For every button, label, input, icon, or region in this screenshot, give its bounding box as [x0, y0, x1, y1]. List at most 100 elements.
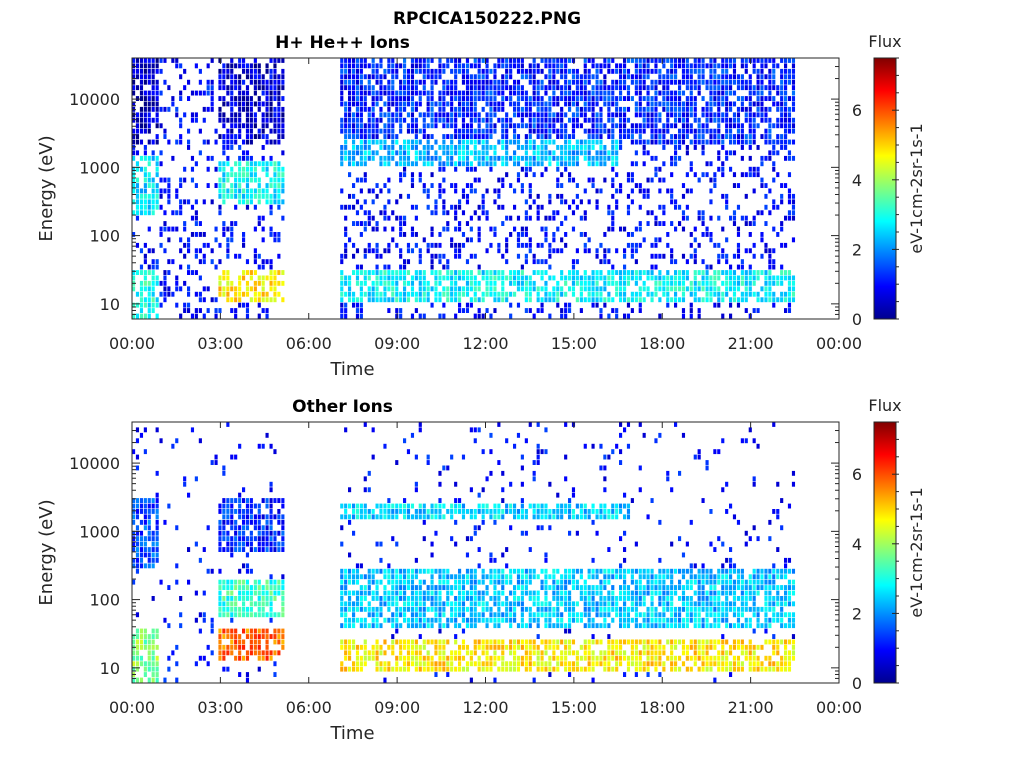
flux-cell [187, 270, 191, 275]
flux-cell [226, 634, 230, 639]
flux-cell [132, 449, 136, 455]
flux-cell [426, 155, 430, 161]
flux-cell [575, 90, 579, 96]
flux-cell [532, 145, 536, 150]
flux-cell [681, 286, 686, 292]
flux-cell [230, 612, 234, 618]
flux-cell [265, 601, 269, 607]
flux-cell [709, 63, 713, 69]
flux-cell [257, 63, 261, 69]
flux-cell [591, 183, 595, 188]
flux-cell [709, 85, 713, 91]
flux-cell [355, 85, 360, 91]
flux-cell [689, 161, 693, 167]
flux-cell [575, 79, 579, 85]
flux-cell [670, 248, 674, 254]
flux-cell [359, 232, 363, 237]
flux-cell [414, 585, 418, 590]
flux-cell [367, 123, 371, 129]
flux-cell [607, 275, 611, 281]
flux-cell [281, 106, 285, 112]
flux-cell [426, 90, 430, 96]
flux-cell [395, 63, 399, 69]
flux-cell [234, 313, 238, 319]
flux-cell [410, 204, 415, 210]
flux-cell [222, 139, 226, 145]
flux-cell [238, 291, 242, 297]
flux-cell [238, 612, 242, 618]
flux-cell [458, 286, 462, 292]
flux-cell [155, 666, 159, 672]
flux-cell [626, 106, 631, 112]
flux-cell [591, 123, 595, 129]
flux-cell [485, 58, 489, 63]
flux-cell [363, 101, 367, 107]
flux-cell [697, 85, 701, 91]
flux-cell [560, 172, 564, 178]
flux-cell [725, 204, 729, 210]
flux-cell [257, 536, 261, 542]
flux-cell [277, 639, 281, 645]
flux-cell [238, 253, 242, 259]
flux-cell [446, 101, 450, 107]
flux-cell [387, 96, 391, 101]
flux-cell [524, 74, 528, 80]
flux-cell [564, 280, 568, 286]
flux-cell [147, 308, 151, 313]
flux-cell [634, 58, 638, 63]
flux-cell [348, 68, 352, 74]
flux-cell [784, 242, 788, 248]
flux-cell [481, 96, 485, 101]
flux-cell [509, 291, 513, 297]
flux-cell [536, 150, 540, 156]
flux-cell [363, 476, 367, 482]
flux-cell [383, 123, 387, 129]
flux-cell [183, 302, 187, 308]
flux-cell [768, 280, 772, 286]
flux-cell [791, 128, 796, 134]
flux-cell [261, 155, 265, 161]
flux-cell [245, 204, 250, 210]
flux-cell [395, 112, 399, 118]
flux-cell [383, 568, 387, 574]
flux-cell [143, 150, 147, 156]
flux-cell [139, 193, 144, 199]
flux-cell [414, 85, 418, 91]
flux-cell [701, 275, 705, 281]
flux-cell [513, 275, 517, 281]
flux-cell [678, 221, 682, 226]
flux-cell [791, 101, 796, 107]
flux-cell [403, 161, 407, 167]
flux-cell [461, 79, 466, 85]
flux-cell [410, 112, 415, 118]
flux-cell [265, 106, 269, 112]
flux-cell [143, 661, 147, 667]
flux-cell [214, 454, 218, 460]
flux-cell [454, 226, 458, 232]
flux-cell [477, 313, 481, 319]
flux-cell [175, 525, 179, 531]
flux-cell [509, 302, 513, 308]
flux-cell [167, 139, 171, 145]
flux-cell [245, 519, 250, 525]
flux-cell [595, 302, 599, 308]
flux-cell [458, 302, 462, 308]
flux-cell [548, 123, 552, 129]
flux-cell [654, 63, 658, 69]
flux-cell [395, 639, 399, 645]
flux-cell [662, 106, 666, 112]
flux-cell [721, 90, 725, 96]
flux-cell [226, 280, 230, 286]
flux-cell [571, 210, 576, 216]
flux-cell [257, 199, 261, 205]
flux-cell [403, 596, 407, 601]
flux-cell [371, 568, 375, 574]
flux-cell [281, 536, 285, 542]
flux-cell [147, 155, 151, 161]
flux-cell [575, 161, 579, 167]
flux-cell [135, 666, 140, 672]
flux-cell [406, 601, 411, 607]
flux-cell [230, 117, 234, 123]
flux-cell [528, 248, 532, 254]
flux-cell [410, 579, 415, 585]
